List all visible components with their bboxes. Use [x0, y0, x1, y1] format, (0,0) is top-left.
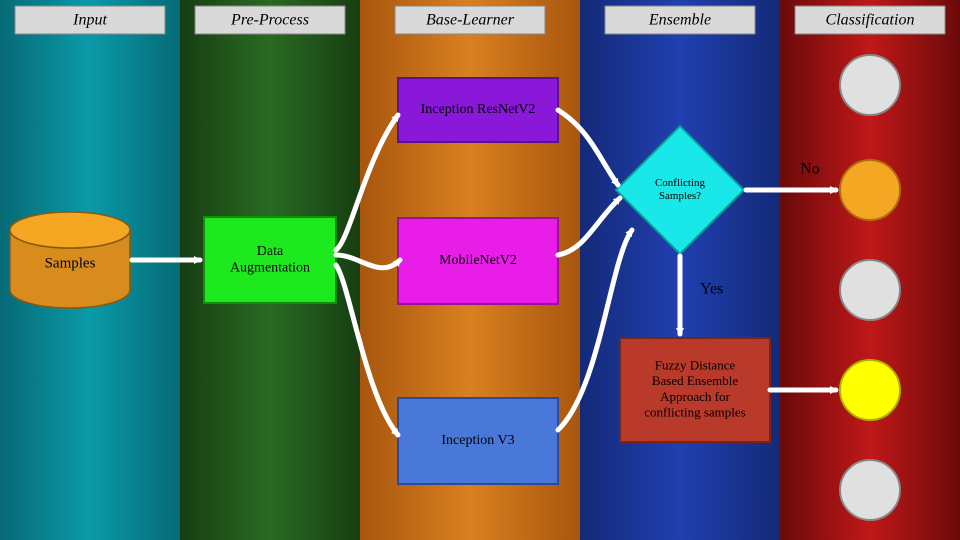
box-label-aug: Augmentation — [230, 261, 310, 276]
diamond-label: Samples? — [659, 190, 701, 202]
box-label-inc: Inception V3 — [441, 433, 514, 448]
class-circle-2 — [840, 260, 900, 320]
label-yes: Yes — [700, 281, 723, 298]
box-label-mob: MobileNetV2 — [439, 253, 517, 268]
box-label-fuzzy: conflicting samples — [644, 404, 745, 419]
box-label-res: Inception ResNetV2 — [421, 102, 536, 117]
samples-cylinder: Samples — [10, 212, 130, 308]
box-res: Inception ResNetV2 — [398, 78, 558, 142]
box-label-fuzzy: Fuzzy Distance — [655, 358, 736, 373]
diamond-label: ConflictingSamples? — [655, 177, 706, 202]
box-label-inc: Inception V3 — [441, 433, 514, 448]
box-inc: Inception V3 — [398, 398, 558, 484]
diamond-label: Conflicting — [655, 177, 706, 189]
header-label-preproc: Pre-Process — [230, 12, 309, 29]
header-label-class: Classification — [826, 12, 915, 29]
box-aug: Data Augmentation — [204, 217, 336, 303]
class-circle-4 — [840, 460, 900, 520]
box-label-aug: Data — [257, 244, 284, 259]
box-mob: MobileNetV2 — [398, 218, 558, 304]
class-circle-0 — [840, 55, 900, 115]
header-label-input: Input — [72, 12, 107, 29]
label-no: No — [800, 161, 820, 178]
box-label-fuzzy: Approach for — [660, 389, 730, 404]
box-label-res: Inception ResNetV2 — [421, 102, 536, 117]
class-circle-3 — [840, 360, 900, 420]
samples-label: Samples — [45, 255, 96, 271]
box-label-mob: MobileNetV2 — [439, 253, 517, 268]
class-circle-1 — [840, 160, 900, 220]
box-fuzzy: Fuzzy DistanceBased EnsembleApproach for… — [620, 338, 770, 442]
header-label-ensemble: Ensemble — [648, 12, 711, 29]
pipeline-diagram: Input Pre-Process Base-Learner Ensemble Clas… — [0, 0, 960, 540]
header-label-base: Base-Learner — [426, 12, 515, 29]
box-label-fuzzy: Based Ensemble — [652, 373, 739, 388]
